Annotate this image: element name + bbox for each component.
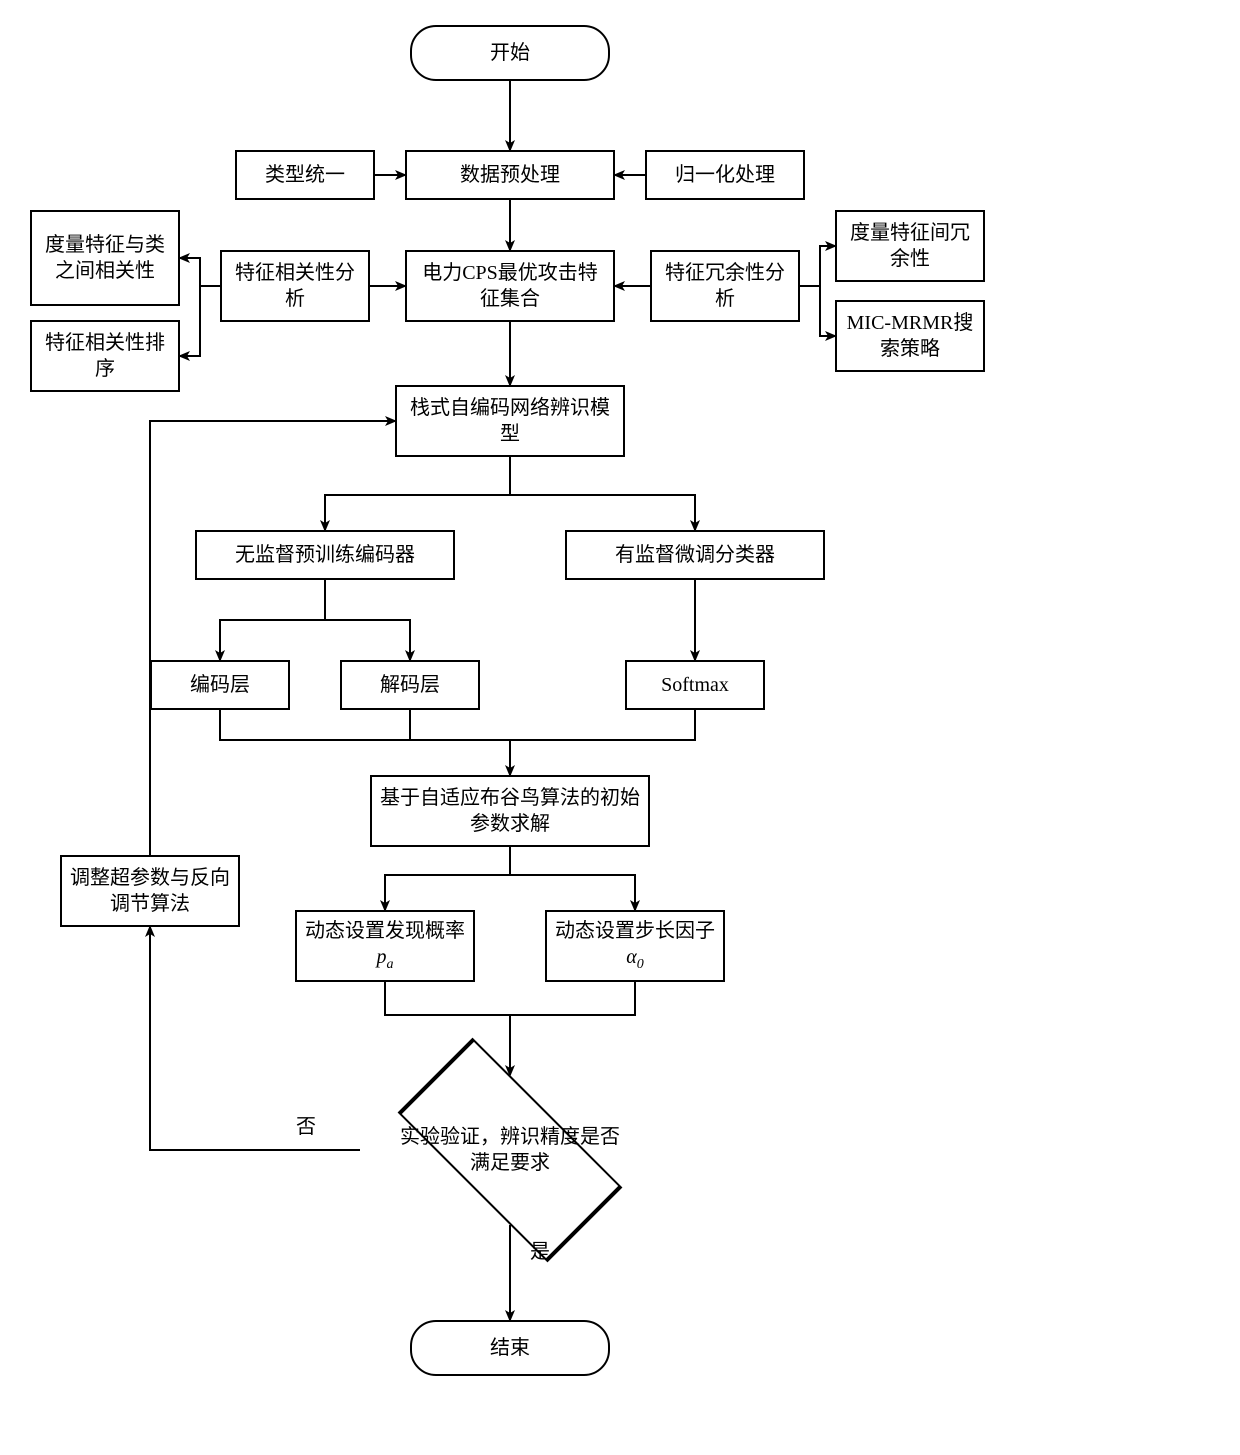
softmax-box: Softmax [625, 660, 765, 710]
preprocess-label: 数据预处理 [460, 162, 560, 188]
metric-class-label: 度量特征与类之间相关性 [38, 232, 172, 284]
dyn-pa-box: 动态设置发现概率pa [295, 910, 475, 982]
corr-rank-box: 特征相关性排序 [30, 320, 180, 392]
encode-layer-box: 编码层 [150, 660, 290, 710]
sup-label: 有监督微调分类器 [615, 542, 775, 568]
mic-mrmr-box: MIC-MRMR搜索策略 [835, 300, 985, 372]
decision-label: 实验验证，辨识精度是否满足要求 [400, 1124, 620, 1176]
start-terminal: 开始 [410, 25, 610, 81]
end-terminal: 结束 [410, 1320, 610, 1376]
arrows-layer [0, 0, 1240, 1455]
decode-layer-box: 解码层 [340, 660, 480, 710]
normalize-label: 归一化处理 [675, 162, 775, 188]
end-label: 结束 [490, 1335, 530, 1361]
encode-layer-label: 编码层 [190, 672, 250, 698]
adjust-box: 调整超参数与反向调节算法 [60, 855, 240, 927]
normalize-box: 归一化处理 [645, 150, 805, 200]
dyn-pa-label: 动态设置发现概率pa [303, 918, 467, 974]
decode-layer-label: 解码层 [380, 672, 440, 698]
type-unify-box: 类型统一 [235, 150, 375, 200]
redun-analysis-box: 特征冗余性分析 [650, 250, 800, 322]
corr-rank-label: 特征相关性排序 [38, 330, 172, 382]
sae-model-box: 栈式自编码网络辨识模型 [395, 385, 625, 457]
corr-analysis-box: 特征相关性分析 [220, 250, 370, 322]
dyn-a0-label: 动态设置步长因子 α0 [553, 918, 717, 974]
metric-redun-label: 度量特征间冗余性 [843, 220, 977, 272]
cps-optimal-box: 电力CPS最优攻击特征集合 [405, 250, 615, 322]
mic-mrmr-label: MIC-MRMR搜索策略 [843, 310, 977, 362]
softmax-label: Softmax [661, 672, 729, 698]
cuckoo-box: 基于自适应布谷鸟算法的初始参数求解 [370, 775, 650, 847]
metric-redun-box: 度量特征间冗余性 [835, 210, 985, 282]
adjust-label: 调整超参数与反向调节算法 [68, 865, 232, 917]
cps-optimal-label: 电力CPS最优攻击特征集合 [413, 260, 607, 312]
sae-model-label: 栈式自编码网络辨识模型 [403, 395, 617, 447]
unsup-label: 无监督预训练编码器 [235, 542, 415, 568]
decision-diamond: 实验验证，辨识精度是否满足要求 [360, 1075, 660, 1225]
edge-label-no: 否 [296, 1110, 316, 1139]
sup-box: 有监督微调分类器 [565, 530, 825, 580]
type-unify-label: 类型统一 [265, 162, 345, 188]
redun-analysis-label: 特征冗余性分析 [658, 260, 792, 312]
preprocess-box: 数据预处理 [405, 150, 615, 200]
corr-analysis-label: 特征相关性分析 [228, 260, 362, 312]
cuckoo-label: 基于自适应布谷鸟算法的初始参数求解 [378, 785, 642, 837]
start-label: 开始 [490, 40, 530, 66]
edge-label-yes: 是 [530, 1235, 550, 1264]
dyn-a0-box: 动态设置步长因子 α0 [545, 910, 725, 982]
unsup-box: 无监督预训练编码器 [195, 530, 455, 580]
metric-class-box: 度量特征与类之间相关性 [30, 210, 180, 306]
